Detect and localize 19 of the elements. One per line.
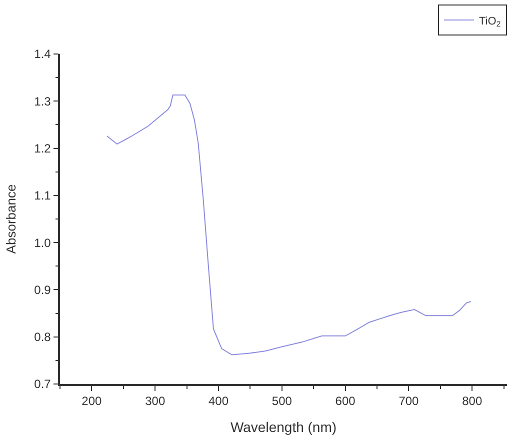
y-tick-label: 0.8: [34, 330, 52, 344]
y-tick-label: 1.4: [34, 47, 52, 62]
x-tick-label: 300: [145, 394, 166, 408]
y-tick-label: 0.7: [34, 377, 52, 392]
y-axis-title: Absorbance: [4, 184, 19, 254]
x-tick-label: 800: [462, 394, 482, 408]
y-tick-label: 1.0: [34, 236, 52, 250]
x-tick-label: 500: [272, 394, 292, 408]
y-tick-label: 1.2: [34, 141, 52, 156]
legend-label: TiO$_{2}$: [479, 15, 501, 29]
x-tick-label: 400: [208, 394, 229, 408]
y-tick-label: 1.3: [34, 94, 52, 108]
y-tick-label: 1.1: [34, 188, 52, 203]
x-tick-label: 700: [398, 394, 420, 408]
line-series: [106, 94, 472, 356]
x-tick-label: 600: [335, 394, 356, 408]
x-axis-title: Wavelength (nm): [230, 418, 337, 435]
y-tick-label: 0.9: [34, 282, 52, 297]
x-tick-label: 200: [82, 394, 102, 408]
